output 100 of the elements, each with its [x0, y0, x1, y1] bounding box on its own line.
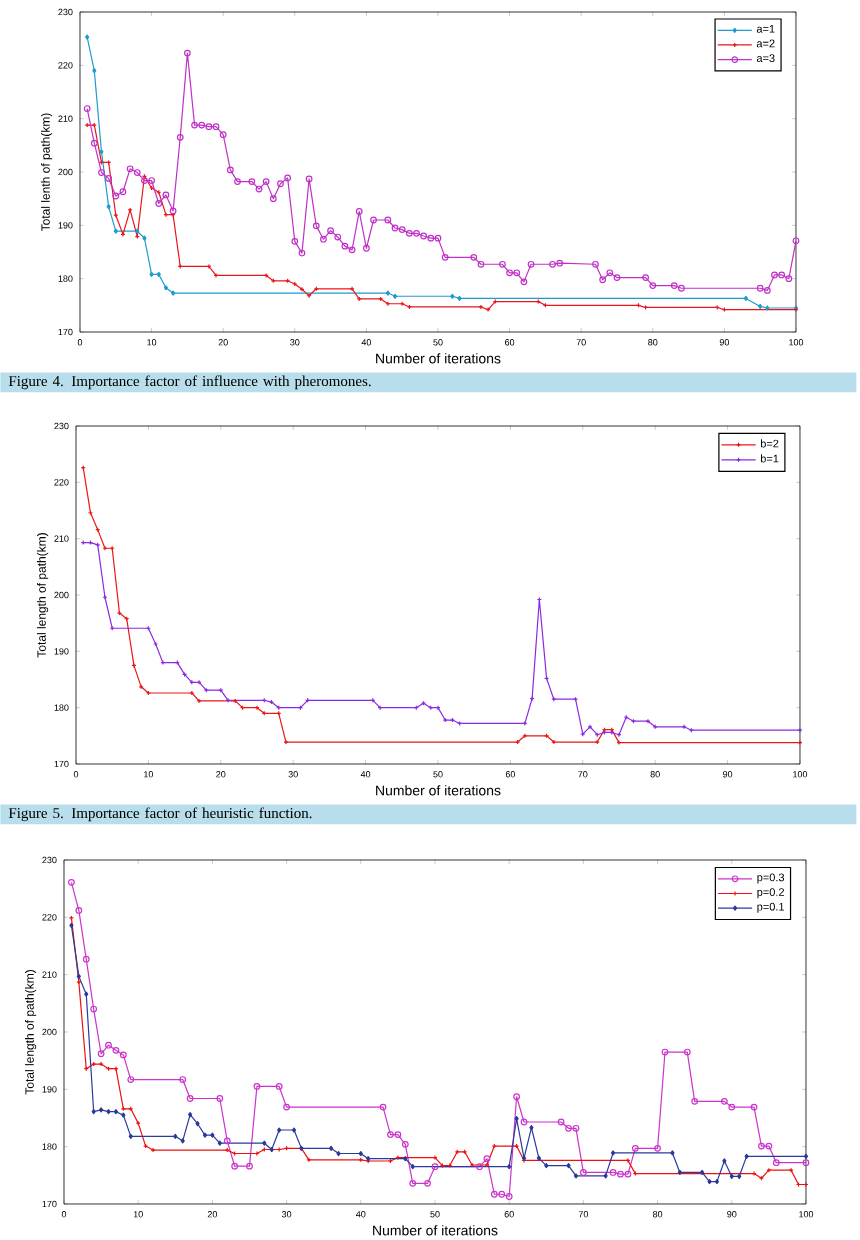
point — [91, 1061, 97, 1067]
point — [498, 1190, 506, 1198]
point — [75, 907, 83, 914]
point — [616, 732, 622, 738]
point — [505, 1193, 513, 1200]
point — [522, 733, 528, 739]
point — [127, 1076, 135, 1083]
point — [442, 717, 448, 723]
point — [483, 1155, 491, 1163]
point — [90, 1005, 98, 1013]
point — [119, 1051, 127, 1059]
point — [750, 1103, 758, 1111]
point — [163, 212, 169, 218]
point — [148, 185, 155, 191]
point — [76, 979, 82, 985]
point — [98, 1061, 104, 1067]
point — [491, 1143, 497, 1149]
point — [292, 281, 298, 287]
point — [189, 690, 195, 696]
point — [231, 1162, 239, 1170]
point — [557, 1118, 565, 1126]
point — [513, 1093, 521, 1101]
point — [681, 724, 687, 730]
point — [306, 293, 312, 299]
point — [476, 1163, 483, 1171]
point — [160, 660, 166, 666]
point — [213, 272, 219, 279]
point — [196, 679, 202, 685]
point — [587, 724, 593, 730]
point — [572, 1124, 580, 1132]
point — [378, 296, 384, 302]
point — [112, 1046, 120, 1054]
point — [268, 699, 275, 705]
point — [232, 698, 238, 704]
point — [127, 207, 133, 213]
point — [385, 301, 391, 307]
point — [529, 696, 535, 702]
point — [206, 263, 212, 270]
point — [102, 545, 108, 551]
point — [379, 1103, 387, 1111]
point — [515, 739, 521, 745]
point — [772, 1159, 780, 1167]
point — [225, 697, 231, 703]
point — [580, 731, 586, 737]
point — [299, 286, 305, 292]
point — [624, 1170, 632, 1178]
point — [424, 1179, 431, 1187]
point — [105, 1041, 112, 1049]
point — [766, 1167, 772, 1173]
point — [435, 705, 441, 711]
point — [246, 1162, 253, 1170]
point — [131, 662, 137, 669]
point — [565, 1124, 572, 1132]
point — [490, 1190, 498, 1198]
point — [617, 1170, 624, 1178]
point — [691, 1097, 699, 1105]
point — [283, 739, 289, 745]
point — [409, 1179, 417, 1187]
point — [401, 1140, 409, 1148]
point — [306, 1157, 312, 1163]
point — [484, 1162, 490, 1168]
point — [216, 1095, 224, 1102]
point — [758, 1142, 765, 1150]
point — [135, 1120, 141, 1126]
point — [97, 1050, 105, 1058]
point — [661, 1048, 669, 1056]
point — [520, 1118, 528, 1126]
point — [253, 1083, 261, 1090]
point — [788, 1167, 794, 1173]
point — [224, 1147, 230, 1153]
point — [394, 1131, 402, 1139]
point — [551, 739, 557, 745]
point — [116, 610, 123, 616]
point — [395, 1154, 401, 1161]
point — [514, 1143, 520, 1149]
point — [654, 1144, 661, 1152]
point — [387, 1131, 394, 1139]
point — [431, 1163, 439, 1171]
point — [387, 1158, 394, 1164]
point — [594, 739, 600, 745]
point — [683, 1048, 691, 1056]
point — [609, 1169, 617, 1176]
point — [356, 296, 362, 302]
point — [179, 1076, 187, 1083]
point — [406, 304, 412, 310]
point — [95, 542, 101, 548]
point — [150, 1147, 156, 1153]
point — [449, 717, 456, 723]
point — [478, 304, 484, 310]
point — [720, 1097, 728, 1105]
point — [120, 231, 126, 238]
point — [751, 1170, 757, 1177]
point — [275, 1083, 283, 1090]
point — [153, 641, 159, 647]
point — [522, 720, 528, 727]
point — [432, 1154, 438, 1161]
point — [223, 1137, 231, 1145]
point — [616, 739, 622, 746]
point — [631, 1144, 639, 1152]
point — [765, 1142, 773, 1150]
